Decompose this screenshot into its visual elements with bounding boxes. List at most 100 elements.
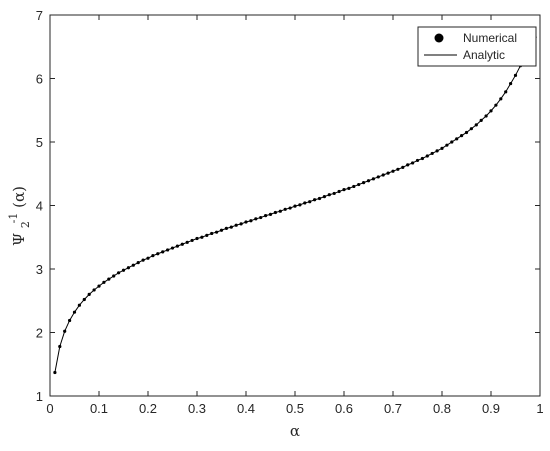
y-tick-label-1: 2 xyxy=(36,326,43,341)
x-tick-label-10: 1 xyxy=(536,401,543,416)
numerical-point-84 xyxy=(464,130,469,135)
legend-analytic-label: Analytic xyxy=(463,48,505,62)
numerical-point-43 xyxy=(264,214,268,218)
numerical-point-40 xyxy=(249,219,253,223)
numerical-point-38 xyxy=(239,222,243,226)
numerical-point-41 xyxy=(254,217,258,221)
legend-numerical-label: Numerical xyxy=(463,31,517,45)
numerical-point-1 xyxy=(58,344,62,349)
y-tick-label-2: 3 xyxy=(36,262,43,277)
numerical-point-88 xyxy=(484,114,488,118)
numerical-point-78 xyxy=(435,149,439,153)
legend-box xyxy=(417,26,537,67)
numerical-point-57 xyxy=(332,191,336,196)
x-axis-label: α xyxy=(290,422,300,440)
numerical-point-15 xyxy=(126,266,130,270)
numerical-point-52 xyxy=(308,200,312,204)
x-tick-label-4: 0.4 xyxy=(237,401,255,416)
numerical-point-72 xyxy=(406,163,410,167)
numerical-point-36 xyxy=(229,225,233,229)
numerical-point-68 xyxy=(386,171,390,175)
y-tick-label-6: 7 xyxy=(36,8,43,23)
numerical-point-81 xyxy=(450,140,454,144)
numerical-point-47 xyxy=(283,207,287,211)
numerical-point-26 xyxy=(180,242,184,246)
tick-label-group: 0 0.1 0.2 0.3 0.4 0.5 0.6 0.7 0.8 0.9 1 1 2 3 4 5 6 7 xyxy=(36,8,544,416)
numerical-point-56 xyxy=(327,193,331,197)
numerical-point-39 xyxy=(244,220,248,224)
numerical-point-0 xyxy=(53,370,57,375)
numerical-point-49 xyxy=(293,204,297,208)
x-tick-label-3: 0.3 xyxy=(188,401,206,416)
numerical-point-17 xyxy=(136,261,140,265)
x-tick-label-2: 0.2 xyxy=(139,401,157,416)
numerical-point-67 xyxy=(381,173,385,177)
numerical-point-29 xyxy=(195,236,199,241)
numerical-point-28 xyxy=(190,238,194,243)
numerical-point-93 xyxy=(509,81,513,86)
numerical-point-54 xyxy=(317,196,322,201)
numerical-point-14 xyxy=(121,268,126,272)
numerical-point-65 xyxy=(371,177,375,181)
numerical-point-5 xyxy=(77,303,81,307)
numerical-point-71 xyxy=(401,165,405,169)
numerical-point-73 xyxy=(411,161,415,165)
legend-numerical-marker xyxy=(434,33,444,43)
numerical-point-87 xyxy=(479,118,483,123)
x-tick-label-9: 0.9 xyxy=(482,401,500,416)
numerical-point-70 xyxy=(396,167,400,171)
numerical-point-82 xyxy=(455,137,459,141)
numerical-point-61 xyxy=(352,184,356,189)
numerical-point-34 xyxy=(219,228,224,232)
numerical-point-7 xyxy=(87,292,91,296)
y-tick-label-4: 5 xyxy=(36,135,43,150)
legend: Numerical Analytic xyxy=(417,26,537,67)
x-tick-label-6: 0.6 xyxy=(335,401,353,416)
numerical-point-51 xyxy=(303,201,307,205)
y-tick-label-3: 4 xyxy=(36,199,43,214)
numerical-point-64 xyxy=(366,179,371,183)
numerical-point-89 xyxy=(489,109,493,113)
numerical-point-32 xyxy=(210,231,214,236)
numerical-point-4 xyxy=(72,310,77,314)
numerical-point-55 xyxy=(322,195,326,199)
numerical-point-37 xyxy=(234,223,238,227)
numerical-point-91 xyxy=(499,97,503,101)
numerical-point-25 xyxy=(175,244,179,248)
numerical-point-75 xyxy=(420,156,424,161)
numerical-point-79 xyxy=(440,146,444,150)
numerical-point-12 xyxy=(112,274,116,278)
numerical-point-86 xyxy=(474,123,478,127)
numerical-point-63 xyxy=(362,181,366,185)
numerical-point-44 xyxy=(268,212,273,216)
y-tick-label-0: 1 xyxy=(36,389,43,404)
numerical-point-42 xyxy=(259,215,263,220)
numerical-point-80 xyxy=(445,143,449,147)
numerical-point-2 xyxy=(63,329,67,333)
tick-group xyxy=(49,14,541,397)
numerical-point-35 xyxy=(224,226,228,230)
numerical-point-53 xyxy=(313,198,317,202)
numerical-point-13 xyxy=(117,271,121,275)
numerical-point-3 xyxy=(68,318,72,323)
x-tick-label-8: 0.8 xyxy=(433,401,451,416)
numerical-point-20 xyxy=(151,254,155,258)
numerical-point-45 xyxy=(273,210,277,215)
numerical-point-58 xyxy=(337,189,341,194)
numerical-point-69 xyxy=(391,169,395,173)
numerical-point-27 xyxy=(185,240,189,244)
numerical-point-76 xyxy=(425,154,429,158)
numerical-point-30 xyxy=(200,235,204,239)
numerical-point-92 xyxy=(504,90,508,94)
numerical-point-9 xyxy=(97,284,101,288)
numerical-point-23 xyxy=(166,248,170,252)
numerical-point-62 xyxy=(357,182,361,187)
y-axis-label: Ψ 2 -1 (α) xyxy=(3,186,33,246)
numerical-point-24 xyxy=(170,246,175,250)
x-tick-label-1: 0.1 xyxy=(90,401,108,416)
numerical-point-19 xyxy=(146,256,150,260)
numerical-point-21 xyxy=(156,252,160,256)
numerical-point-48 xyxy=(288,206,292,210)
